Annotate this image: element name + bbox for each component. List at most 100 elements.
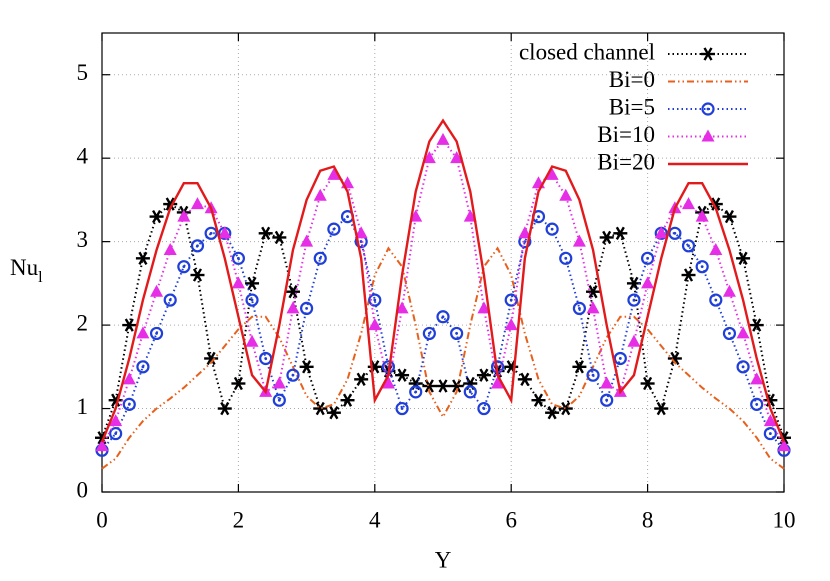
marker	[777, 439, 791, 452]
marker-stroke	[288, 285, 298, 299]
marker	[190, 268, 205, 282]
x-tick-label: 4	[369, 507, 381, 532]
marker-ring	[709, 293, 723, 307]
marker	[491, 376, 505, 389]
marker	[749, 318, 764, 332]
marker	[558, 401, 573, 416]
marker-dot	[706, 107, 710, 111]
marker-ring	[149, 326, 164, 341]
marker-dot	[591, 373, 595, 377]
marker-ring	[504, 293, 518, 307]
marker	[285, 285, 300, 299]
marker	[559, 251, 573, 265]
marker	[586, 301, 600, 314]
marker	[163, 242, 177, 255]
marker	[122, 397, 136, 411]
marker-dot	[741, 365, 745, 369]
marker	[327, 167, 341, 180]
marker	[586, 368, 600, 382]
marker	[368, 318, 382, 331]
marker	[463, 385, 477, 399]
marker-dot	[564, 256, 568, 260]
marker-dot	[578, 307, 581, 310]
legend-label: Bi=20	[597, 149, 655, 174]
marker-ring	[177, 260, 191, 274]
marker	[177, 209, 191, 222]
marker-stroke	[124, 318, 134, 332]
marker-stroke	[520, 372, 530, 386]
marker-dot	[618, 357, 622, 360]
marker	[272, 230, 287, 245]
x-axis-label: Y	[435, 547, 452, 572]
marker	[750, 397, 764, 411]
marker	[422, 379, 437, 393]
marker	[436, 310, 450, 324]
marker	[149, 209, 164, 224]
marker-stroke	[506, 360, 516, 374]
marker	[586, 285, 601, 299]
marker-stroke	[138, 251, 148, 265]
marker-ring	[572, 301, 587, 315]
marker	[450, 151, 464, 164]
marker	[136, 326, 150, 339]
marker-dot	[427, 332, 431, 335]
marker	[736, 326, 750, 339]
marker	[613, 226, 628, 240]
marker	[722, 284, 736, 297]
x-tick-label: 6	[505, 507, 517, 532]
marker-stroke	[452, 379, 462, 393]
marker	[177, 260, 191, 274]
marker	[313, 401, 328, 416]
marker-dot	[264, 357, 268, 360]
marker	[517, 372, 532, 386]
marker	[409, 385, 423, 399]
marker-ring	[701, 102, 715, 116]
marker	[150, 284, 164, 297]
marker-dot	[414, 390, 418, 394]
marker	[477, 301, 491, 314]
marker-stroke	[397, 368, 407, 382]
marker-stroke	[703, 47, 713, 61]
marker-ring	[300, 301, 314, 315]
marker	[736, 251, 751, 265]
marker	[258, 226, 273, 240]
marker	[231, 276, 245, 289]
marker	[326, 406, 341, 420]
marker-ring	[640, 251, 655, 265]
marker-ring	[245, 293, 259, 307]
marker-ring	[545, 222, 559, 236]
marker	[190, 239, 205, 253]
x-tick-label: 0	[96, 507, 108, 532]
marker	[122, 318, 137, 332]
marker-stroke	[615, 226, 625, 240]
y-tick-label: 4	[77, 143, 89, 168]
marker	[381, 376, 395, 389]
marker-stroke	[192, 268, 203, 282]
y-tick-label: 0	[77, 477, 89, 502]
marker-dot	[605, 398, 609, 402]
marker	[135, 251, 150, 265]
marker	[136, 360, 150, 374]
marker-ring	[763, 426, 777, 441]
marker	[395, 368, 410, 382]
marker	[190, 197, 204, 210]
marker	[750, 372, 764, 385]
marker-stroke	[233, 376, 243, 391]
marker	[204, 226, 218, 240]
marker	[231, 251, 245, 265]
marker	[436, 132, 450, 145]
marker-stroke	[342, 393, 353, 407]
marker	[449, 379, 464, 393]
marker	[245, 293, 259, 307]
marker	[245, 276, 260, 291]
marker-ring	[450, 326, 464, 341]
marker-ring	[409, 385, 423, 399]
marker	[763, 426, 777, 441]
marker	[313, 188, 327, 201]
marker	[599, 230, 614, 245]
marker	[722, 326, 737, 341]
marker	[640, 251, 655, 265]
marker	[245, 334, 259, 347]
marker	[313, 251, 327, 265]
